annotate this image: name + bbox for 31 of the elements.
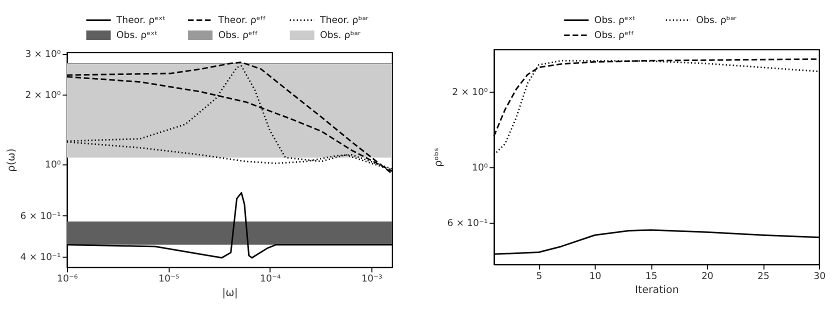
x-axis-title: |ω| [222,286,238,299]
y-tick-label: 10⁰ [472,162,488,174]
y-tick-label: 4 × 10⁻¹ [20,252,62,263]
x-tick-label: 10⁻⁵ [158,274,180,285]
legend-label: Obs. ρᵉᶠᶠ [594,30,634,42]
y-tick-label: 2 × 10⁰ [452,87,488,98]
y-axis-title: ρ(ω) [6,148,18,172]
x-tick-label: 25 [758,270,770,282]
x-tick-label: 10⁻⁶ [57,274,78,285]
legend-label: Obs. ρᵉˣᵗ [594,15,636,26]
x-axis-title: Iteration [634,284,679,296]
y-tick-label: 6 × 10⁻¹ [447,218,488,230]
legend-label: Theor. ρᵉᶠᶠ [217,15,266,26]
x-tick-label: 10⁻³ [362,274,382,285]
x-tick-label: 10⁻⁴ [260,274,281,285]
x-tick-label: 15 [645,270,658,282]
legend-label: Obs. ρᵉᶠᶠ [218,30,258,42]
y-tick-label: 3 × 10⁰ [25,49,62,60]
legend-label: Theor. ρᵇᵃʳ [319,15,369,26]
y-tick-label: 10⁰ [45,160,62,171]
y-tick-label: 6 × 10⁻¹ [20,211,62,222]
x-tick-label: 5 [536,270,542,282]
x-tick-label: 30 [814,270,826,282]
x-tick-label: 10 [589,270,602,282]
legend-label: Obs. ρᵇᵃʳ [696,15,738,26]
y-axis-title: ρᵒᵇˢ [432,148,444,167]
x-tick-label: 20 [701,270,714,282]
y-tick-label: 2 × 10⁰ [25,90,62,101]
legend-label: Obs. ρᵇᵃʳ [320,30,361,42]
legend-label: Obs. ρᵉˣᵗ [116,30,158,42]
legend-label: Theor. ρᵉˣᵗ [115,15,166,26]
